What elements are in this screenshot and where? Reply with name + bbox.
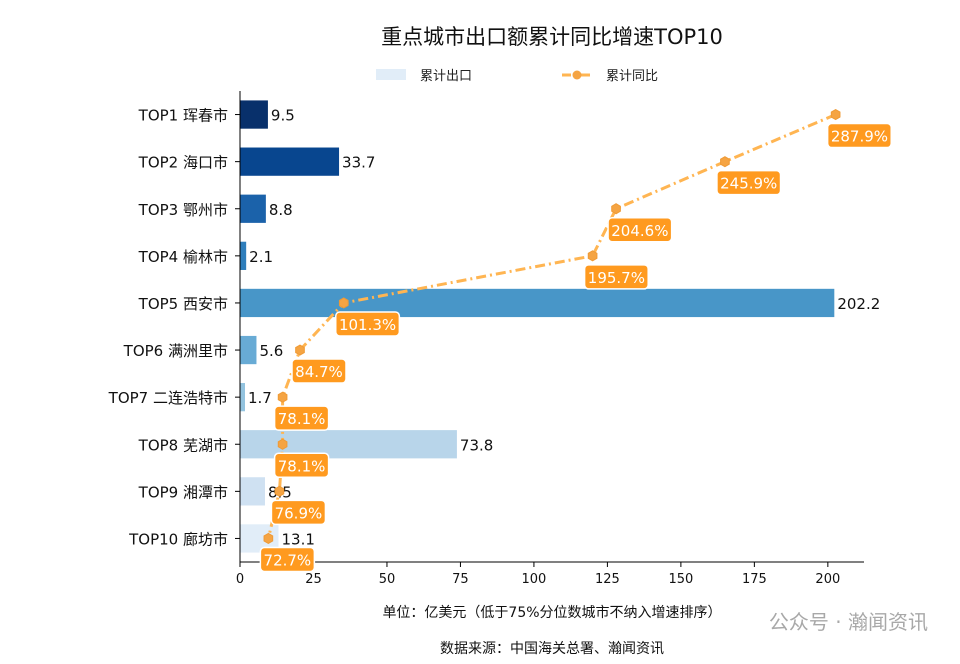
bar (240, 194, 266, 223)
legend-swatch-bar (376, 69, 406, 80)
point-label-text: 204.6% (611, 222, 668, 240)
x-tick-label: 175 (742, 572, 767, 587)
y-tick-label: TOP7 二连浩特市 (108, 389, 228, 407)
point-label: 76.9% (270, 499, 327, 526)
line-point (338, 297, 349, 309)
point-label-box (273, 452, 330, 478)
point-label: 78.1% (273, 452, 330, 478)
x-axis-label: 单位：亿美元（低于75%分位数城市不纳入增速排序） (382, 604, 721, 621)
line-point (277, 438, 288, 450)
x-tick-label: 75 (452, 572, 469, 587)
chart-title: 重点城市出口额累计同比增速TOP10 (381, 25, 723, 49)
bar-value-label: 8.8 (269, 201, 293, 219)
point-label-box (826, 122, 892, 149)
x-tick-label: 0 (236, 572, 244, 587)
x-tick-label: 100 (522, 572, 547, 587)
bar (240, 147, 340, 176)
point-label-box (291, 358, 347, 384)
y-tick-label: TOP8 芜湖市 (138, 436, 228, 454)
bar-value-label: 33.7 (342, 154, 375, 172)
bar-value-label: 1.7 (248, 389, 272, 407)
point-label-text: 78.1% (278, 410, 326, 428)
y-tick-label: TOP9 湘潭市 (138, 483, 228, 501)
x-tick-label: 150 (668, 572, 693, 587)
x-tick-label: 200 (815, 572, 840, 587)
y-tick-label: TOP3 鄂州市 (138, 201, 228, 219)
y-tick-label: TOP6 满洲里市 (123, 342, 228, 360)
point-label: 287.9% (826, 122, 892, 149)
line-point (263, 532, 274, 545)
watermark: 公众号 · 瀚闻资讯 (769, 610, 928, 634)
point-label-text: 245.9% (720, 175, 777, 193)
y-tick-label: TOP2 海口市 (138, 154, 228, 172)
bar-value-label: 13.1 (282, 530, 315, 548)
point-label-text: 195.7% (588, 269, 645, 287)
bar-value-label: 202.2 (837, 295, 880, 313)
bar (240, 477, 265, 506)
point-label-text: 78.1% (278, 457, 326, 475)
legend-label-bar: 累计出口 (420, 69, 472, 84)
point-label: 195.7% (583, 264, 649, 290)
line-point (295, 344, 305, 356)
point-label-text: 72.7% (264, 551, 312, 569)
x-tick-label: 125 (595, 572, 620, 587)
x-tick-label: 25 (305, 572, 322, 587)
point-label-text: 84.7% (295, 363, 343, 381)
point-label-box (716, 169, 782, 196)
point-label-box (259, 546, 316, 573)
point-label: 84.7% (291, 358, 347, 384)
bar (240, 241, 247, 270)
point-label-text: 287.9% (831, 128, 888, 146)
bar (240, 335, 257, 365)
legend-label-line: 累计同比 (606, 69, 658, 84)
bar (240, 288, 835, 318)
bar-value-label: 5.6 (259, 342, 283, 360)
y-tick-label: TOP1 珲春市 (138, 107, 228, 125)
line-point (830, 108, 841, 121)
legend: 累计出口 累计同比 (376, 69, 658, 84)
bar (240, 430, 457, 459)
y-tick-label: TOP4 榆林市 (138, 248, 228, 266)
bar-value-label: 73.8 (460, 436, 493, 454)
point-label-text: 101.3% (339, 316, 396, 334)
point-label-box (607, 217, 673, 243)
point-label: 72.7% (259, 546, 316, 573)
point-label: 204.6% (607, 217, 673, 243)
y-tick-label: TOP5 西安市 (138, 295, 228, 313)
bar-value-label: 2.1 (249, 248, 273, 266)
x-tick-label: 50 (379, 572, 396, 587)
line-point (277, 391, 288, 403)
point-label-box (335, 311, 401, 337)
y-tick-label: TOP10 廊坊市 (128, 530, 228, 548)
line-point (587, 250, 598, 262)
point-label-box (273, 405, 330, 431)
point-label: 101.3% (335, 311, 401, 337)
source-note: 数据来源：中国海关总署、瀚闻资讯 (440, 641, 664, 657)
bar (240, 100, 268, 129)
point-label: 78.1% (273, 405, 330, 431)
line-point (611, 203, 621, 215)
point-label-text: 76.9% (275, 504, 323, 522)
point-label-box (270, 499, 327, 526)
point-label: 245.9% (716, 169, 782, 196)
legend-marker (572, 70, 582, 80)
bar-value-label: 9.5 (271, 107, 295, 125)
bar (240, 383, 245, 412)
line-point (274, 485, 285, 497)
point-label-box (583, 264, 649, 290)
line-point (720, 156, 730, 168)
